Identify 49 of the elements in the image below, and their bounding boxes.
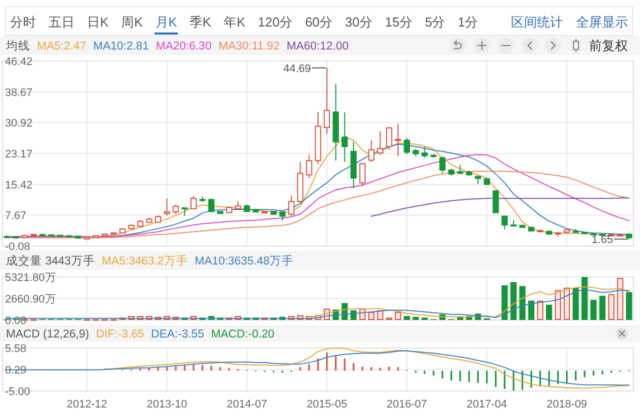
chart-title: 成交量 3443万手 — [6, 254, 95, 268]
category-label: 周K — [121, 14, 144, 30]
category-label: 日K — [87, 14, 109, 30]
category-label: 月K — [155, 14, 178, 30]
x-tick-label: 2018-09 — [546, 398, 588, 410]
y-tick-label: -0.08 — [5, 241, 30, 253]
text: DIF:-3.65 — [96, 328, 144, 340]
x-tick-label: 2017-04 — [466, 398, 508, 410]
text: MA30:11.92 — [218, 40, 280, 52]
text: MA5:3463.2万手 — [102, 254, 188, 268]
text: 区间统计 — [511, 14, 563, 30]
y-tick-label: 30.92 — [5, 118, 33, 130]
y-tick-label: 15.42 — [5, 179, 33, 192]
y-tick-label: -5.00 — [5, 386, 30, 398]
category-label: 年K — [224, 14, 246, 30]
category-label: 15分 — [385, 14, 412, 30]
chart-title: MACD (12,26,9) — [6, 328, 90, 340]
category-label: 30分 — [345, 14, 372, 30]
y-tick-label: 7.67 — [5, 210, 26, 222]
x-tick-label: 2014-07 — [226, 398, 268, 410]
category-label: 1分 — [458, 14, 478, 30]
series-label: DEA:-3.55 — [151, 328, 204, 340]
x-tick-label: 2016-07 — [386, 398, 428, 410]
category-label: 五日 — [48, 14, 74, 30]
category-label: 60分 — [305, 14, 333, 30]
text: 前复权 — [589, 38, 628, 53]
category-label: 5分 — [424, 14, 446, 30]
text: MA20:6.30 — [156, 40, 212, 52]
text: MACD:-0.20 — [211, 328, 274, 340]
text: MA5:2.47 — [37, 40, 86, 52]
y-tick-label: 23.17 — [5, 148, 33, 160]
text: MA10:3635.48万手 — [194, 254, 294, 268]
y-tick-label: 5321.80万 — [5, 272, 56, 284]
y-tick-label: 5.58 — [5, 343, 26, 355]
category-label: 120分 — [258, 14, 293, 30]
x-tick-label: 2013-10 — [146, 398, 188, 410]
x-tick-label: 2015-05 — [306, 398, 348, 410]
y-tick-label: 46.42 — [5, 56, 33, 68]
text: 全屏显示 — [576, 14, 628, 30]
y-tick-label: 38.67 — [5, 86, 33, 99]
text: MA10:2.81 — [93, 40, 149, 52]
annotation: 44.69 — [283, 62, 311, 75]
category-label: 分时 — [10, 14, 36, 30]
y-tick-label: 2660.90万 — [5, 294, 56, 306]
annotation: 1.65 — [592, 234, 614, 246]
legend-title: 均线 — [5, 40, 30, 52]
text: MA60:12.00 — [286, 40, 349, 52]
x-tick-label: 2012-12 — [66, 398, 108, 410]
category-label: 季K — [190, 14, 212, 30]
